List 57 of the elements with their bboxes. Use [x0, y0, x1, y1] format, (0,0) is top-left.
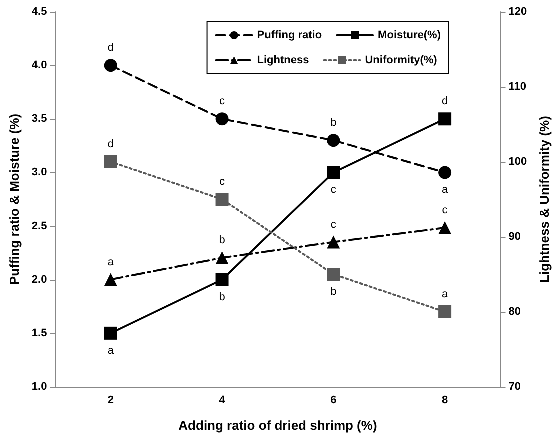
annotation: c [220, 176, 226, 188]
point [104, 59, 118, 72]
annotation: a [442, 288, 449, 300]
annotation: b [219, 234, 226, 246]
point [327, 268, 340, 281]
point [216, 193, 229, 206]
annotation: c [330, 218, 337, 231]
legend-label: Moisture(%) [378, 30, 442, 42]
y-tick-label: 4.5 [32, 6, 48, 18]
y-tick-label: 4.0 [32, 60, 48, 72]
x-axis-title: Adding ratio of dried shrimp (%) [178, 418, 378, 433]
point [438, 306, 452, 318]
y-tick-label: 3.5 [32, 113, 48, 126]
x-tick-label: 6 [330, 394, 337, 406]
annotation: d [442, 96, 448, 108]
x-tick-label: 8 [442, 394, 448, 406]
annotation: d [108, 138, 114, 150]
x-tick-label: 4 [219, 394, 226, 406]
y-axis-title: Puffing ratio & Moisture (%) [7, 114, 22, 286]
y2-tick-label: 100 [508, 156, 528, 168]
x-tick-label: 2 [108, 394, 114, 406]
point [216, 252, 229, 264]
point [104, 326, 118, 340]
legend-label: Uniformity(%) [365, 54, 438, 66]
legend-label: Lightness [257, 54, 310, 66]
y2-axis-title: Lightness & Uniformity (%) [537, 116, 552, 283]
y2-tick-label: 120 [508, 6, 528, 18]
point [216, 273, 229, 286]
point [438, 112, 452, 126]
y-tick-label: 3.0 [32, 166, 48, 179]
point [327, 236, 340, 249]
y-tick-label: 2.0 [32, 274, 48, 286]
point [104, 156, 118, 168]
point [438, 166, 452, 180]
annotation: b [330, 286, 337, 298]
annotation: b [219, 291, 226, 304]
y2-tick-label: 70 [508, 381, 521, 393]
annotation: c [442, 204, 448, 216]
y-tick-label: 2.5 [32, 220, 48, 232]
annotation: d [108, 42, 114, 54]
y2-tick-label: 80 [508, 306, 521, 318]
annotation: c [330, 184, 337, 196]
annotation: b [330, 117, 337, 130]
point [104, 273, 118, 286]
annotation: a [442, 184, 449, 196]
annotation: a [108, 256, 115, 268]
point [438, 222, 452, 234]
annotation: a [108, 344, 115, 357]
annotation: c [220, 96, 226, 108]
point [216, 112, 229, 126]
point [327, 166, 340, 180]
y2-tick-label: 90 [508, 231, 521, 243]
y2-tick-label: 110 [508, 81, 526, 93]
legend-label: Puffing ratio [257, 30, 322, 42]
point [327, 134, 340, 148]
y-tick-label: 1.5 [32, 327, 48, 340]
y-tick-label: 1.0 [32, 381, 48, 393]
